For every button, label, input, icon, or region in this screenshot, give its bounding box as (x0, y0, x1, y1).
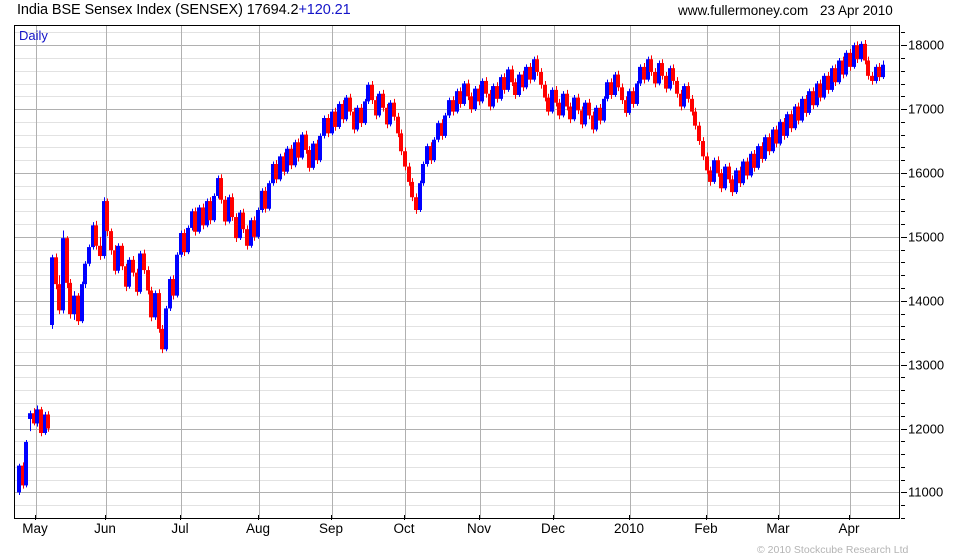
x-axis: May Jun Jul Aug Sep Oct Nov Dec 2010 Feb Mar Apr (14, 515, 900, 542)
x-axis-tick-label: Dec (540, 521, 566, 536)
price-change: +120.21 (298, 2, 351, 18)
x-axis-tick-label: Sep (318, 521, 344, 536)
plot-area: Daily (14, 25, 900, 519)
interval-label: Daily (19, 28, 48, 43)
page-title: India BSE Sensex Index (SENSEX) 17694.2+… (17, 2, 351, 18)
y-axis-tick-label: 11000 (908, 484, 944, 500)
x-axis-tick-label: Mar (766, 521, 790, 536)
x-axis-tick-label: Oct (393, 521, 415, 536)
x-axis-tick-label: Jul (171, 521, 189, 536)
x-axis-tick-label: 2010 (613, 521, 645, 536)
x-axis-tick-label: Apr (838, 521, 860, 536)
copyright-credit: © 2010 Stockcube Research Ltd (757, 544, 909, 556)
x-axis-tick-label: Nov (466, 521, 492, 536)
candlestick-plot (15, 26, 899, 518)
x-axis-tick-label: Aug (245, 521, 271, 536)
x-axis-tick-label: Feb (694, 521, 718, 536)
as-of-date: 23 Apr 2010 (820, 3, 893, 18)
y-axis-tick-label: 13000 (908, 357, 945, 373)
y-axis-tick-label: 16000 (908, 165, 945, 181)
brand-label: www.fullermoney.com (678, 3, 809, 18)
x-axis-tick-label: Jun (94, 521, 116, 536)
y-axis-tick-label: 18000 (908, 37, 945, 53)
chart-header: India BSE Sensex Index (SENSEX) 17694.2+… (0, 0, 980, 24)
y-axis-tick-label: 17000 (908, 101, 945, 117)
x-axis-tick-label: May (22, 521, 48, 536)
y-axis-tick-label: 12000 (908, 421, 945, 437)
y-axis-tick-label: 15000 (908, 229, 945, 245)
y-axis-tick-label: 14000 (908, 293, 945, 309)
instrument-title: India BSE Sensex Index (SENSEX) 17694.2 (17, 2, 299, 18)
y-axis: 11000 12000 13000 14000 15000 16000 17000 18000 (901, 25, 980, 519)
